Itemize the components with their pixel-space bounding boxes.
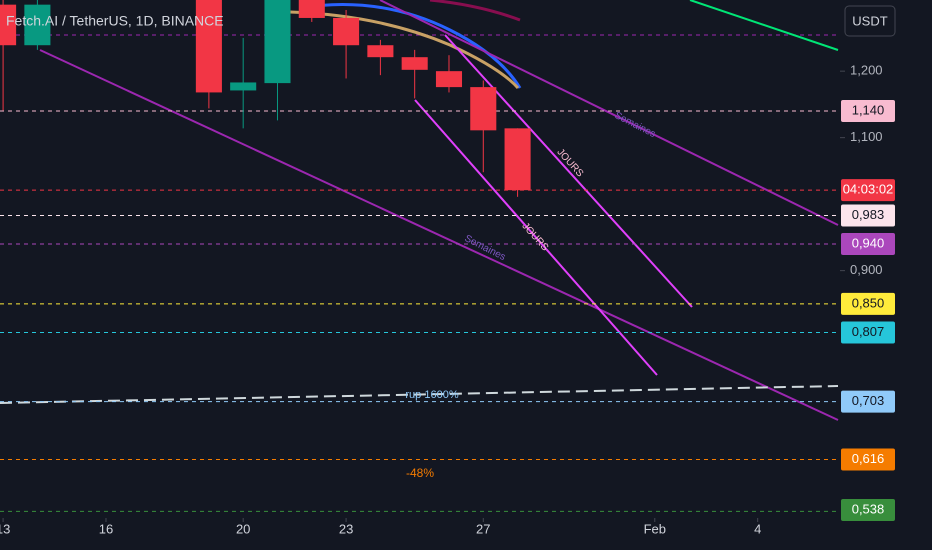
candle-body: [264, 0, 291, 84]
price-label-box: [841, 233, 895, 256]
price-label: 1,140: [852, 102, 885, 117]
candle-body: [298, 0, 325, 18]
candle-body: [333, 17, 360, 46]
currency-button-label[interactable]: USDT: [852, 13, 887, 28]
candle-body: [470, 87, 497, 131]
price-label-box: [841, 292, 895, 315]
x-tick-label: 20: [236, 521, 250, 536]
currency-button[interactable]: [844, 5, 896, 37]
price-label-box: [841, 100, 895, 123]
x-tick-label: 16: [99, 521, 113, 536]
x-tick-label: 23: [339, 521, 353, 536]
y-tick-label: 1,100: [850, 129, 883, 144]
price-label-box: [841, 204, 895, 227]
trend-line: [444, 34, 693, 308]
price-label-box: [841, 448, 895, 471]
trend-line: [414, 99, 658, 376]
price-label: 0,807: [852, 324, 885, 339]
trend-line: [0, 385, 839, 404]
price-label: 0,850: [852, 295, 885, 310]
plot-area: [0, 0, 840, 512]
price-label-box: [841, 499, 895, 521]
x-tick-label: 27: [476, 521, 490, 536]
price-label-box: [841, 321, 895, 344]
price-label-box: [841, 179, 895, 202]
y-tick-label: 1,200: [850, 63, 883, 78]
price-label: 0,616: [852, 451, 885, 466]
y-tick-label: 0,900: [850, 262, 883, 277]
price-label: 0,983: [852, 207, 885, 222]
candle-body: [435, 71, 463, 88]
trend-line: [689, 0, 839, 51]
x-tick-label: 4: [754, 521, 761, 536]
candle-body: [195, 0, 222, 93]
annotation: -48%: [406, 466, 434, 480]
candle-body: [504, 128, 531, 191]
moving-average: [429, 0, 521, 22]
x-tick-label: Feb: [644, 521, 666, 536]
moving-average: [289, 10, 520, 90]
candle-body: [24, 4, 51, 46]
candle-body: [401, 57, 428, 70]
price-label: 0,703: [852, 393, 885, 408]
annotation: rup 1600%: [405, 389, 458, 401]
chart-title: Fetch.AI / TetherUS, 1D, BINANCE: [6, 13, 224, 29]
price-label-box: [841, 390, 895, 413]
price-label: 0,940: [852, 235, 885, 250]
price-label: 0,538: [852, 501, 885, 516]
moving-average: [299, 3, 522, 89]
candle-body: [0, 4, 17, 46]
trend-line: [379, 0, 839, 226]
x-tick-label: 13: [0, 521, 10, 536]
trend-line: [39, 49, 839, 421]
candle-body: [367, 45, 394, 58]
price-label: 04:03:02: [843, 182, 894, 197]
candle-body: [230, 82, 257, 91]
